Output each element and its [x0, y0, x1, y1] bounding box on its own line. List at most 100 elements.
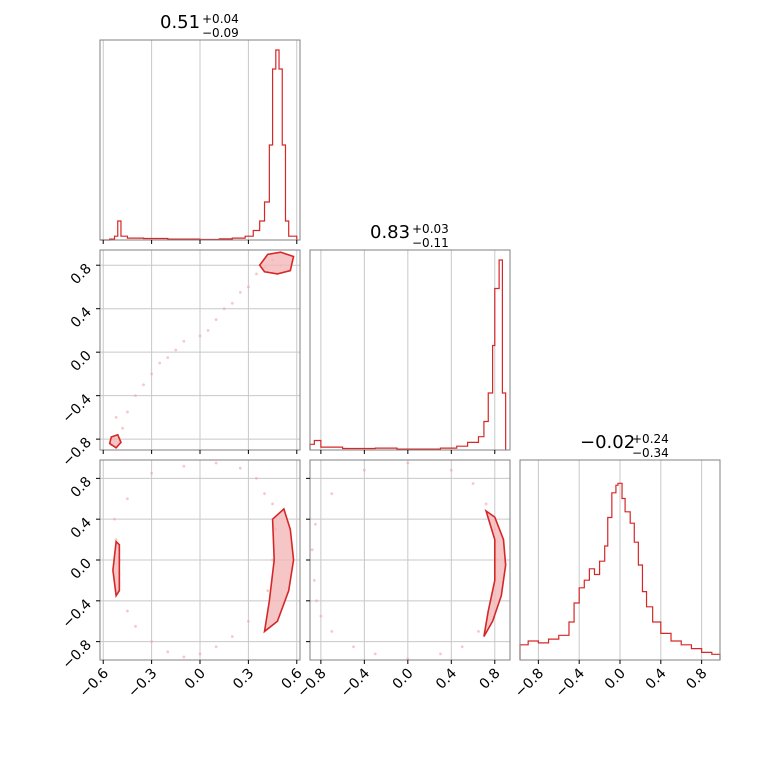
scatter-point — [158, 361, 162, 365]
x-tick-label: −0.8 — [294, 666, 329, 701]
title-plus: +0.04 — [202, 12, 239, 26]
scatter-point — [166, 356, 170, 360]
x-tick-label: −0.4 — [338, 665, 373, 700]
y-tick-label: 0.8 — [68, 474, 95, 501]
scatter-point — [214, 645, 218, 649]
scatter-point — [319, 614, 323, 618]
scatter-point — [266, 589, 270, 593]
scatter-point — [150, 372, 154, 376]
scatter-point — [174, 348, 178, 352]
scatter-point — [439, 652, 442, 656]
scatter-point — [238, 290, 242, 294]
scatter-point — [150, 640, 154, 644]
y-tick-label: −0.4 — [59, 391, 94, 426]
scatter-point — [352, 645, 355, 649]
title-median: −0.02 — [580, 432, 635, 453]
x-tick-label: −0.8 — [512, 666, 547, 701]
scatter-point — [150, 471, 154, 475]
marginal-histogram — [100, 49, 298, 241]
scatter-point — [330, 630, 334, 633]
x-tick-label: 0.0 — [390, 666, 417, 693]
scatter-point — [314, 522, 317, 526]
x-tick-label: −0.4 — [553, 665, 588, 700]
scatter-point — [142, 383, 145, 387]
title-plus: +0.24 — [632, 432, 669, 446]
scatter-point — [246, 285, 250, 289]
scatter-point — [114, 415, 118, 419]
y-tick-label: −0.8 — [59, 435, 94, 470]
scatter-point — [166, 650, 170, 654]
scatter-point — [271, 502, 274, 506]
density-contour — [112, 539, 121, 599]
title-plus: +0.03 — [412, 222, 449, 236]
scatter-point — [238, 466, 242, 470]
scatter-point — [263, 492, 266, 496]
x-tick-label: 0.0 — [602, 666, 629, 693]
x-tick-label: 0.3 — [230, 666, 257, 693]
scatter-point — [460, 645, 464, 649]
scatter-point — [230, 635, 234, 638]
scatter-point — [198, 652, 202, 656]
scatter-point — [255, 476, 258, 480]
scatter-point — [449, 468, 453, 472]
scatter-point — [330, 492, 334, 496]
scatter-point — [126, 410, 129, 414]
y-tick-label: 0.4 — [68, 515, 95, 542]
scatter-point — [182, 339, 186, 343]
scatter-point — [182, 655, 186, 659]
scatter-point — [373, 652, 377, 656]
x-tick-label: 0.4 — [643, 665, 670, 692]
panel-frame — [309, 249, 511, 451]
scatter-point — [362, 468, 366, 472]
scatter-point — [477, 630, 480, 633]
density-contour — [258, 251, 295, 275]
scatter-point — [246, 619, 250, 623]
scatter-point — [255, 272, 258, 276]
scatter-point — [310, 548, 314, 552]
y-tick-label: −0.8 — [59, 637, 94, 672]
scatter-point — [126, 497, 129, 501]
title-median: 0.51 — [160, 12, 200, 33]
y-tick-label: 0.0 — [68, 348, 95, 375]
y-tick-label: 0.4 — [68, 304, 95, 331]
y-tick-label: 0.8 — [68, 261, 95, 288]
scatter-point — [484, 502, 488, 506]
density-contour — [108, 433, 122, 449]
x-tick-label: −0.6 — [77, 665, 112, 700]
scatter-point — [214, 461, 218, 465]
scatter-point — [198, 334, 202, 338]
y-tick-label: −0.4 — [59, 596, 94, 631]
scatter-point — [134, 624, 137, 628]
scatter-point — [113, 517, 116, 521]
y-tick-label: 0.0 — [68, 556, 95, 583]
scatter-point — [182, 464, 186, 468]
scatter-point — [315, 599, 318, 603]
title-minus: −0.09 — [202, 26, 239, 40]
density-contour — [483, 509, 507, 637]
scatter-point — [206, 329, 210, 332]
scatter-point — [312, 579, 316, 582]
title-minus: −0.11 — [412, 236, 449, 250]
scatter-point — [271, 558, 274, 562]
marginal-histogram — [309, 259, 507, 450]
marginal-title: 0.51 — [160, 12, 200, 33]
scatter-point — [471, 482, 475, 485]
scatter-point — [134, 394, 137, 398]
scatter-point — [126, 609, 129, 613]
scatter-point — [121, 426, 124, 430]
x-tick-label: 0.4 — [433, 665, 460, 692]
x-tick-label: 0.0 — [182, 666, 209, 693]
scatter-point — [406, 461, 410, 465]
marginal-title: 0.83 — [370, 222, 410, 243]
scatter-point — [230, 301, 234, 305]
x-tick-label: −0.3 — [125, 666, 160, 701]
scatter-point — [114, 538, 118, 541]
density-contour — [263, 507, 295, 634]
x-tick-label: 0.8 — [477, 666, 504, 693]
scatter-point — [222, 307, 226, 311]
scatter-point — [214, 318, 218, 321]
title-minus: −0.34 — [632, 446, 669, 460]
title-median: 0.83 — [370, 222, 410, 243]
marginal-histogram — [519, 482, 721, 660]
